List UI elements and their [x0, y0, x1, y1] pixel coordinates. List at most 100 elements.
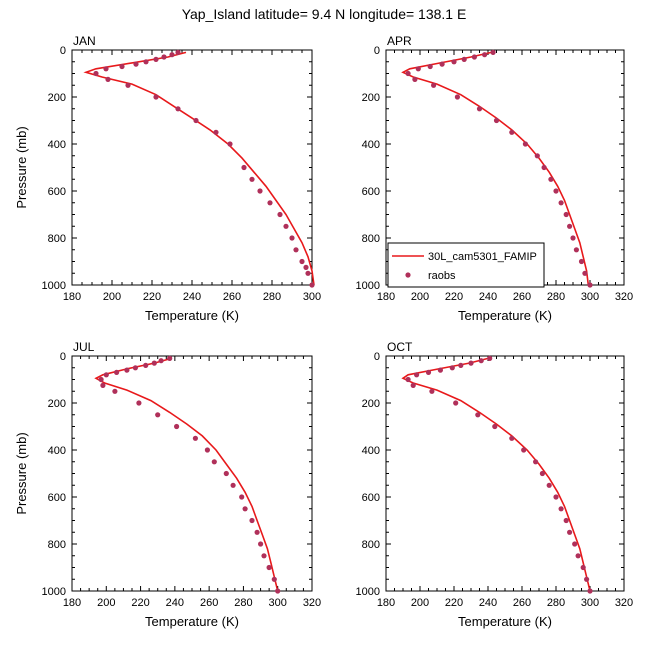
- raobs-point: [241, 164, 247, 171]
- x-tick-label: 280: [547, 291, 565, 303]
- raobs-point: [103, 66, 109, 72]
- raobs-point: [303, 264, 309, 270]
- raobs-point: [271, 576, 277, 582]
- x-tick-label: 220: [445, 597, 463, 609]
- raobs-point: [98, 376, 104, 383]
- raobs-point: [169, 52, 175, 58]
- raobs-point: [143, 59, 149, 65]
- raobs-point: [471, 54, 477, 60]
- raobs-point: [429, 388, 435, 394]
- y-tick-label: 400: [48, 139, 66, 151]
- raobs-point: [192, 435, 198, 441]
- raobs-point: [567, 529, 573, 535]
- raobs-point: [563, 517, 569, 524]
- raobs-point: [584, 576, 590, 582]
- x-axis-label: Temperature (K): [145, 614, 239, 629]
- raobs-point: [427, 63, 433, 70]
- raobs-point: [570, 235, 576, 241]
- y-tick-label: 800: [362, 539, 380, 551]
- plot-frame: [385, 355, 625, 592]
- raobs-point: [105, 76, 111, 82]
- raobs-point: [405, 70, 411, 77]
- plot-frame: [71, 49, 313, 286]
- x-axis-label: Temperature (K): [458, 308, 552, 323]
- x-axis-label: Temperature (K): [145, 308, 239, 323]
- raobs-point: [133, 61, 139, 67]
- y-tick-label: 200: [48, 398, 66, 410]
- x-tick-label: 180: [377, 597, 395, 609]
- raobs-point: [410, 382, 416, 388]
- raobs-point: [572, 541, 578, 547]
- x-tick-label: 320: [615, 597, 633, 609]
- raobs-point: [124, 367, 130, 373]
- raobs-point: [254, 529, 260, 535]
- raobs-point: [487, 355, 493, 361]
- raobs-point: [132, 365, 138, 371]
- x-tick-label: 180: [63, 291, 81, 303]
- raobs-point: [587, 588, 593, 594]
- raobs-point: [539, 470, 546, 477]
- x-tick-label: 220: [445, 291, 463, 303]
- raobs-point: [415, 66, 421, 72]
- raobs-point: [249, 176, 255, 182]
- raobs-point: [558, 506, 564, 512]
- raobs-point: [405, 376, 411, 383]
- model-profile-line: [83, 51, 315, 286]
- raobs-point: [521, 447, 527, 453]
- raobs-point: [534, 153, 540, 159]
- x-tick-label: 220: [131, 597, 149, 609]
- raobs-point: [573, 247, 580, 253]
- raobs-point: [541, 164, 547, 171]
- raobs-point: [299, 258, 305, 265]
- y-tick-label: 1000: [42, 586, 66, 598]
- panel-label: JAN: [73, 34, 96, 48]
- raobs-point: [582, 270, 588, 276]
- raobs-point: [261, 553, 267, 559]
- raobs-point: [461, 56, 467, 63]
- x-axis-label: Temperature (K): [458, 614, 552, 629]
- x-tick-label: 240: [479, 291, 497, 303]
- x-tick-label: 300: [581, 291, 599, 303]
- y-tick-label: 400: [362, 445, 380, 457]
- raobs-point: [103, 372, 109, 378]
- x-tick-label: 260: [200, 597, 218, 609]
- raobs-point: [112, 388, 118, 394]
- raobs-point: [239, 494, 245, 500]
- raobs-point: [213, 129, 219, 135]
- raobs-point: [587, 282, 593, 288]
- raobs-point: [567, 223, 573, 229]
- raobs-point: [289, 235, 295, 241]
- raobs-point: [558, 200, 564, 206]
- y-tick-label: 1000: [356, 586, 380, 598]
- raobs-point: [451, 59, 457, 65]
- x-tick-label: 200: [411, 597, 429, 609]
- raobs-point: [431, 82, 437, 88]
- raobs-point: [211, 459, 217, 465]
- raobs-point: [193, 117, 199, 124]
- y-tick-label: 600: [48, 492, 66, 504]
- y-tick-label: 1000: [356, 280, 380, 292]
- raobs-point: [155, 412, 161, 418]
- y-tick-label: 800: [48, 233, 66, 245]
- legend-marker-label: raobs: [428, 270, 456, 282]
- raobs-point: [293, 247, 299, 253]
- y-tick-label: 0: [374, 351, 380, 363]
- panel-jan: JAN 180 200 220 240 260 280 300 0 200 400 600 800 100…: [14, 34, 321, 323]
- raobs-point: [412, 76, 418, 82]
- y-tick-label: 200: [48, 92, 66, 104]
- raobs-point: [167, 355, 173, 361]
- x-tick-label: 240: [479, 597, 497, 609]
- raobs-point: [143, 362, 149, 368]
- raobs-point: [493, 117, 500, 124]
- plot-frame: [71, 355, 313, 592]
- panel-oct: OCT 180 200 220 240 260 280 300 320 0 200 400 600 800…: [356, 340, 634, 629]
- raobs-point: [283, 223, 289, 229]
- raobs-point: [249, 517, 255, 524]
- x-tick-label: 200: [411, 291, 429, 303]
- y-tick-label: 600: [362, 492, 380, 504]
- x-tick-label: 320: [303, 597, 321, 609]
- x-tick-label: 280: [263, 291, 281, 303]
- raobs-point: [468, 360, 474, 366]
- raobs-point: [175, 106, 181, 112]
- figure-title: Yap_Island latitude= 9.4 N longitude= 13…: [181, 6, 467, 22]
